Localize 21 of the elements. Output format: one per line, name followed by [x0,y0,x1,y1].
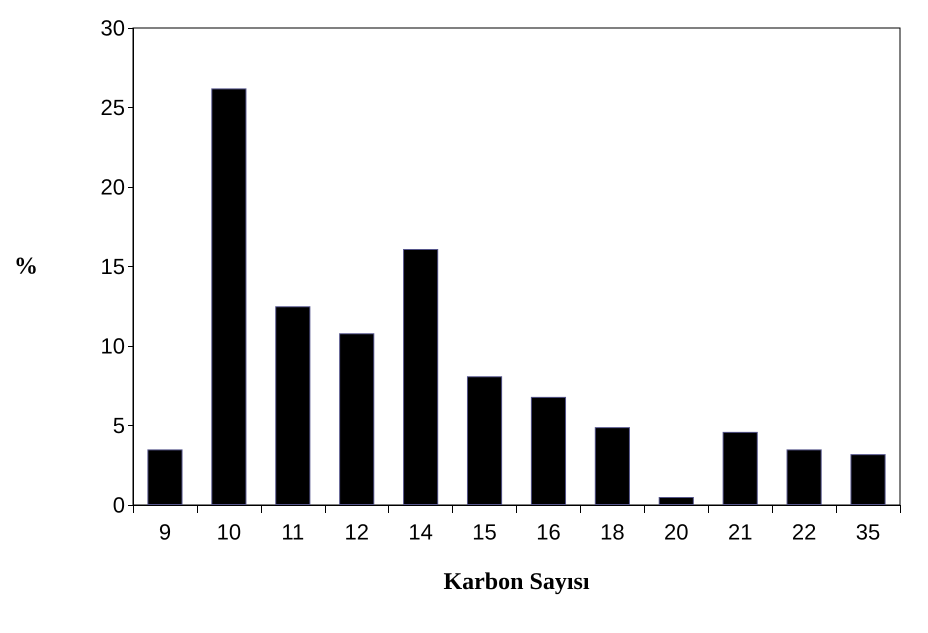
x-axis-title: Karbon Sayısı [443,569,590,595]
x-tick-label: 14 [408,520,433,544]
x-tick-label: 16 [536,520,561,544]
y-axis-title: % [14,254,38,280]
y-tick-label: 0 [112,492,125,518]
x-tick-label: 12 [344,520,369,544]
x-tick-label: 9 [158,520,172,544]
x-tick-label: 22 [792,520,816,544]
x-tick-label: 18 [600,520,625,544]
y-tick-label: 15 [100,254,125,279]
y-tick-label: 5 [112,413,125,438]
x-tick-label: 35 [856,520,880,544]
x-tick-label: 15 [472,520,497,544]
x-tick-label: 21 [728,520,752,544]
y-tick-label: 20 [100,174,125,200]
x-tick-label: 11 [281,520,304,544]
y-tick-label: 10 [100,334,125,358]
x-tick-label: 10 [216,520,242,544]
y-tick-label: 30 [100,16,125,40]
y-tick-label: 25 [100,95,125,120]
x-tick-label: 20 [664,520,689,544]
